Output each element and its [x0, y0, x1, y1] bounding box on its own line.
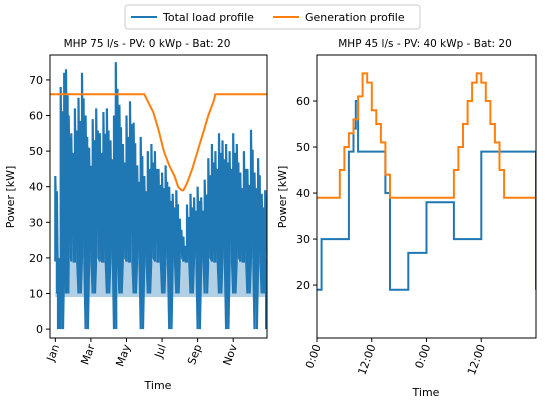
left-ytick-label: 10 — [29, 288, 43, 301]
left-line-generation-profile — [50, 93, 267, 192]
right-xtick-label: 12:00 — [356, 343, 379, 377]
left-ytick-label: 60 — [29, 110, 43, 123]
left-ytick-label: 20 — [29, 252, 43, 265]
left-ytick-label: 30 — [29, 216, 43, 229]
right-plot-content — [317, 72, 536, 291]
right-ytick-label: 60 — [296, 95, 310, 108]
right-ytick-label: 40 — [296, 187, 310, 200]
legend-label-generation: Generation profile — [305, 11, 405, 24]
left-band-total-load-profile — [55, 261, 267, 298]
left-xtick-label: Mar — [78, 342, 97, 366]
left-xtick-label: Jan — [44, 343, 62, 364]
left-x-ticks: Jan Mar May Jul Sep Nov — [44, 338, 240, 368]
left-chart-title: MHP 75 l/s - PV: 0 kWp - Bat: 20 — [64, 38, 231, 50]
left-ytick-label: 40 — [29, 181, 43, 194]
legend: Total load profile Generation profile — [124, 4, 421, 30]
right-ytick-label: 50 — [296, 141, 310, 154]
left-x-axis-label: Time — [144, 379, 172, 392]
right-line-generation-profile — [317, 72, 536, 199]
left-line-total-load-profile — [54, 62, 267, 330]
left-y-axis-label: Power [kW] — [4, 166, 17, 229]
right-series-group — [317, 72, 536, 291]
right-x-axis-label: Time — [412, 386, 440, 399]
left-xtick-label: Nov — [220, 342, 240, 367]
right-xtick-label: 12:00 — [465, 343, 488, 377]
left-plot-content — [50, 62, 267, 330]
left-ytick-label: 70 — [29, 74, 43, 87]
left-y-ticks: 0 10 20 30 40 50 60 70 — [29, 74, 50, 336]
left-ytick-label: 0 — [36, 323, 43, 336]
right-xtick-label: 0:00 — [413, 343, 434, 371]
right-y-ticks: 20 30 40 50 60 — [296, 95, 317, 292]
left-chart: MHP 75 l/s - PV: 0 kWp - Bat: 20 0 10 20 30… — [4, 38, 268, 392]
right-xtick-label: 0:00 — [303, 343, 324, 371]
left-series-group — [50, 62, 267, 330]
left-ytick-label: 50 — [29, 145, 43, 158]
right-y-axis-label: Power [kW] — [276, 166, 289, 229]
legend-frame — [124, 4, 421, 30]
legend-label-load: Total load profile — [162, 11, 254, 24]
right-chart: MHP 45 l/s - PV: 40 kWp - Bat: 20 20 30 40… — [276, 38, 537, 399]
left-plot-frame — [49, 54, 268, 339]
left-xtick-label: Jul — [152, 343, 169, 361]
left-xtick-label: Sep — [185, 343, 204, 367]
left-xtick-label: May — [113, 342, 133, 368]
right-ytick-label: 20 — [296, 279, 310, 292]
right-x-ticks: 0:00 12:00 0:00 12:00 — [303, 338, 488, 377]
right-ytick-label: 30 — [296, 233, 310, 246]
right-chart-title: MHP 45 l/s - PV: 40 kWp - Bat: 20 — [338, 38, 512, 50]
